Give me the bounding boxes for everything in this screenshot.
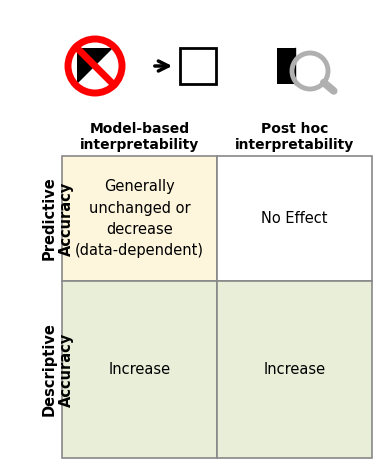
- Bar: [277, 48, 313, 84]
- Bar: [62, 156, 217, 281]
- Bar: [180, 48, 216, 84]
- Text: Increase: Increase: [108, 362, 170, 377]
- Text: Increase: Increase: [263, 362, 325, 377]
- Text: Predictive
Accuracy: Predictive Accuracy: [42, 177, 74, 260]
- Text: Descriptive
Accuracy: Descriptive Accuracy: [42, 322, 74, 417]
- Bar: [217, 281, 372, 458]
- Bar: [77, 48, 113, 84]
- Bar: [217, 156, 372, 281]
- Text: Post hoc
interpretability: Post hoc interpretability: [235, 122, 354, 152]
- Bar: [62, 281, 217, 458]
- Text: No Effect: No Effect: [261, 211, 328, 226]
- Text: Generally
unchanged or
decrease
(data-dependent): Generally unchanged or decrease (data-de…: [75, 179, 204, 258]
- Text: Model-based
interpretability: Model-based interpretability: [80, 122, 199, 152]
- Polygon shape: [77, 48, 113, 84]
- Bar: [295, 48, 313, 84]
